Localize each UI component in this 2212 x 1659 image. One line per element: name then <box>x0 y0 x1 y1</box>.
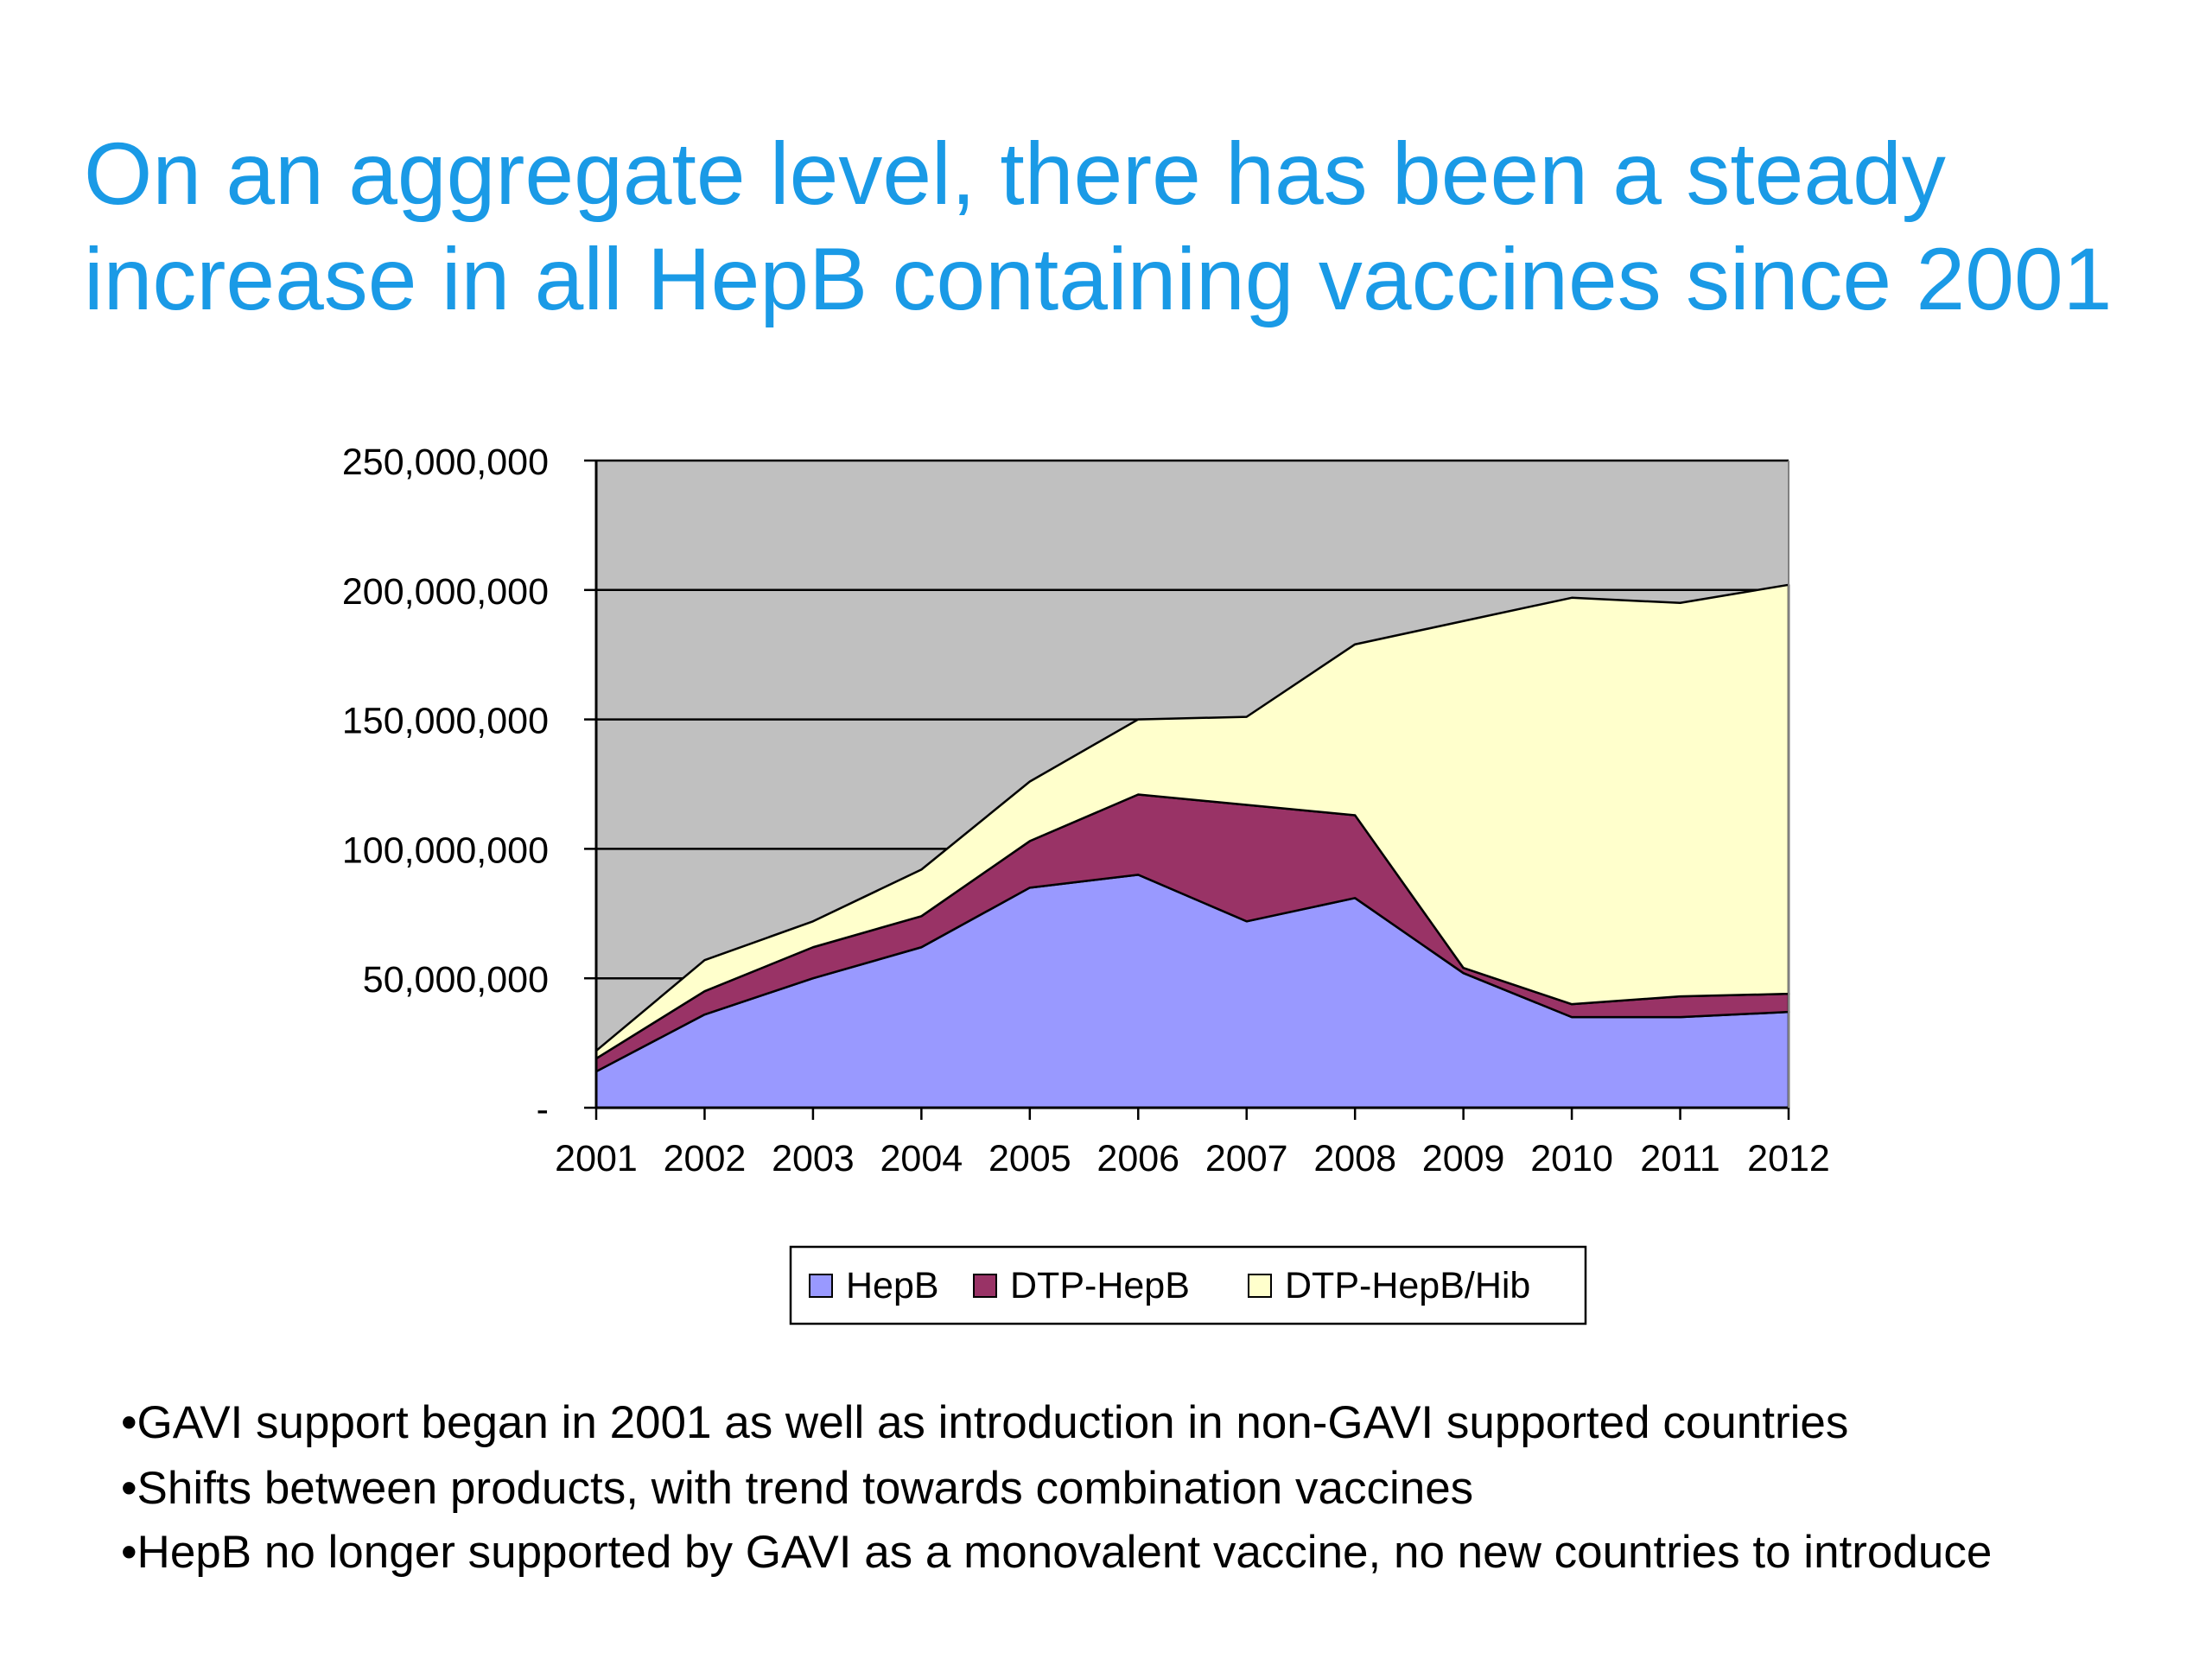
bullet-list: •GAVI support began in 2001 as well as i… <box>121 1400 2108 1593</box>
stacked-area-chart: - 50,000,000 100,000,000 150,000,000 200,000… <box>342 442 1830 1325</box>
x-tick-label: 2005 <box>988 1138 1071 1179</box>
legend-swatch <box>809 1274 833 1298</box>
x-tick-label: 2008 <box>1313 1138 1396 1179</box>
y-tick-label: - <box>537 1089 549 1130</box>
bullet-item: •HepB no longer supported by GAVI as a m… <box>121 1527 1993 1578</box>
legend <box>789 1245 1587 1325</box>
x-tick-label: 2003 <box>772 1138 855 1179</box>
legend-label: HepB <box>846 1265 939 1306</box>
x-tick-label: 2012 <box>1747 1138 1830 1179</box>
y-tick-label: 200,000,000 <box>342 571 549 613</box>
x-tick-label: 2009 <box>1422 1138 1505 1179</box>
legend-label: DTP-HepB/Hib <box>1285 1265 1530 1306</box>
slide-title: On an aggregate level, there has been a … <box>84 121 2158 332</box>
y-tick-label: 100,000,000 <box>342 830 549 871</box>
bullet-item: •Shifts between products, with trend tow… <box>121 1463 1474 1514</box>
y-tick-label: 250,000,000 <box>342 442 549 483</box>
x-tick-label: 2006 <box>1096 1138 1179 1179</box>
legend-label: DTP-HepB <box>1010 1265 1190 1306</box>
x-tick-label: 2010 <box>1530 1138 1613 1179</box>
legend-swatch <box>973 1274 997 1298</box>
bullet-item: •GAVI support began in 2001 as well as i… <box>121 1397 1849 1448</box>
slide-title-line-2: increase in all HepB containing vaccines… <box>84 230 2113 328</box>
slide-title-line-1: On an aggregate level, there has been a … <box>84 124 1946 223</box>
x-tick-label: 2011 <box>1640 1138 1719 1179</box>
x-tick-label: 2001 <box>555 1138 638 1179</box>
x-tick-label: 2002 <box>664 1138 747 1179</box>
x-tick-label: 2004 <box>880 1138 963 1179</box>
y-tick-label: 150,000,000 <box>342 701 549 742</box>
x-tick-label: 2007 <box>1205 1138 1288 1179</box>
y-tick-label: 50,000,000 <box>363 959 549 1001</box>
legend-swatch <box>1248 1274 1272 1298</box>
